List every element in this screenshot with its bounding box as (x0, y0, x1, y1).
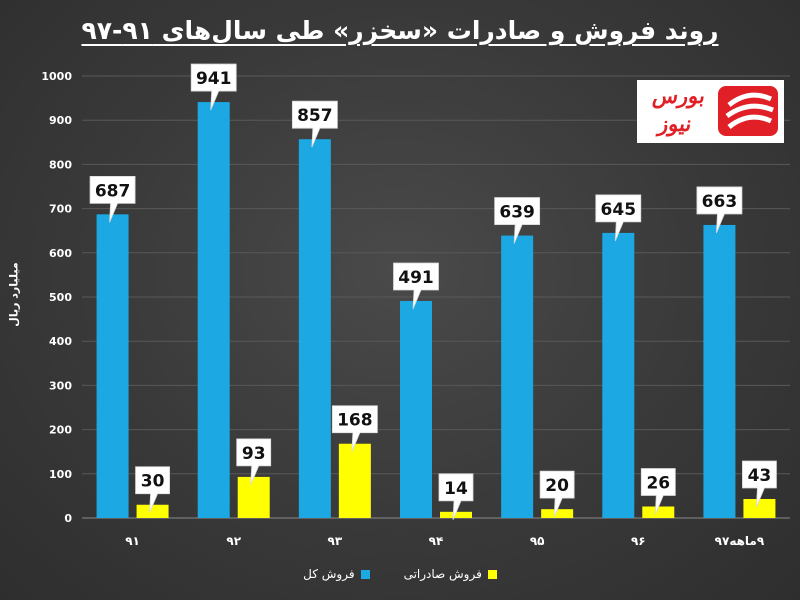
total-sales-bar (703, 224, 736, 519)
legend-swatch-total (360, 569, 370, 579)
legend-swatch-export (487, 569, 497, 579)
export-sales-bar (136, 504, 169, 518)
export-sales-data-label: 43 (748, 466, 772, 486)
y-tick-label: 500 (49, 291, 72, 304)
export-sales-bar (237, 476, 270, 518)
x-tick-label: ۹ماهه۹۷ (715, 534, 765, 548)
legend: فروش کل فروش صادراتی (0, 567, 800, 581)
total-sales-data-label: 491 (398, 268, 434, 288)
export-sales-data-callout (640, 468, 676, 515)
total-sales-data-callout (595, 194, 642, 242)
total-sales-data-label: 663 (702, 192, 738, 212)
export-sales-bar (541, 509, 574, 518)
y-tick-label: 800 (49, 158, 72, 171)
total-sales-data-label: 639 (499, 203, 535, 223)
logo-text: بورس نیوز (651, 83, 708, 136)
export-sales-bar (440, 511, 472, 518)
export-sales-data-label: 26 (646, 474, 670, 494)
export-sales-bar (338, 443, 371, 518)
x-tick-label: ۹۵ (530, 534, 545, 548)
total-sales-bar (96, 214, 129, 518)
total-sales-data-label: 687 (95, 181, 131, 201)
export-sales-data-label: 30 (141, 472, 165, 492)
y-tick-label: 300 (49, 379, 72, 392)
total-sales-bar (197, 102, 230, 518)
y-tick-label: 1000 (41, 70, 72, 83)
y-tick-label: 600 (49, 247, 72, 260)
y-tick-label: 900 (49, 114, 72, 127)
export-sales-bar (642, 506, 675, 518)
export-sales-data-callout (742, 460, 777, 508)
chart-title: روند فروش و صادرات «سخزر» طی سال‌های ۹۱-… (81, 16, 719, 45)
total-sales-data-callout (393, 262, 439, 310)
y-tick-label: 100 (49, 468, 72, 481)
legend-label-export: فروش صادراتی (403, 567, 482, 581)
total-sales-bar (298, 139, 331, 518)
y-axis-label: میلیارد ریال (7, 262, 21, 327)
export-sales-data-label: 93 (242, 444, 266, 464)
x-tick-label: ۹۶ (631, 534, 646, 548)
total-sales-bar (400, 300, 432, 518)
total-sales-bar (501, 235, 534, 518)
export-sales-data-label: 20 (545, 476, 569, 496)
total-sales-data-label: 857 (297, 106, 333, 126)
legend-label-total: فروش کل (303, 567, 355, 581)
legend-item-total: فروش کل (303, 567, 370, 581)
export-sales-data-callout (236, 438, 272, 486)
export-sales-data-callout (135, 466, 170, 513)
total-sales-data-callout (291, 100, 338, 148)
legend-item-export: فروش صادراتی (404, 567, 497, 581)
export-sales-bar (743, 498, 776, 518)
total-sales-data-label: 941 (196, 69, 232, 89)
bourse-news-logo: بورس نیوز (637, 80, 784, 143)
x-tick-label: ۹۴ (429, 534, 444, 548)
y-tick-label: 200 (49, 424, 72, 437)
total-sales-data-callout (89, 175, 136, 223)
export-sales-data-label: 168 (337, 411, 373, 431)
export-sales-data-callout (438, 473, 474, 520)
x-tick-label: ۹۲ (226, 534, 241, 548)
logo-mark-icon (718, 86, 778, 136)
export-sales-data-label: 14 (444, 479, 468, 499)
total-sales-data-callout (190, 63, 237, 111)
export-sales-data-callout (331, 405, 378, 452)
x-tick-label: ۹۱ (125, 534, 140, 548)
total-sales-data-callout (494, 197, 541, 244)
total-sales-data-callout (696, 186, 743, 234)
total-sales-bar (602, 232, 635, 518)
total-sales-data-label: 645 (601, 200, 637, 220)
x-tick-label: ۹۳ (328, 534, 343, 548)
y-tick-label: 0 (64, 512, 72, 525)
y-tick-label: 700 (49, 203, 72, 216)
y-tick-label: 400 (49, 335, 72, 348)
export-sales-data-callout (539, 470, 575, 518)
